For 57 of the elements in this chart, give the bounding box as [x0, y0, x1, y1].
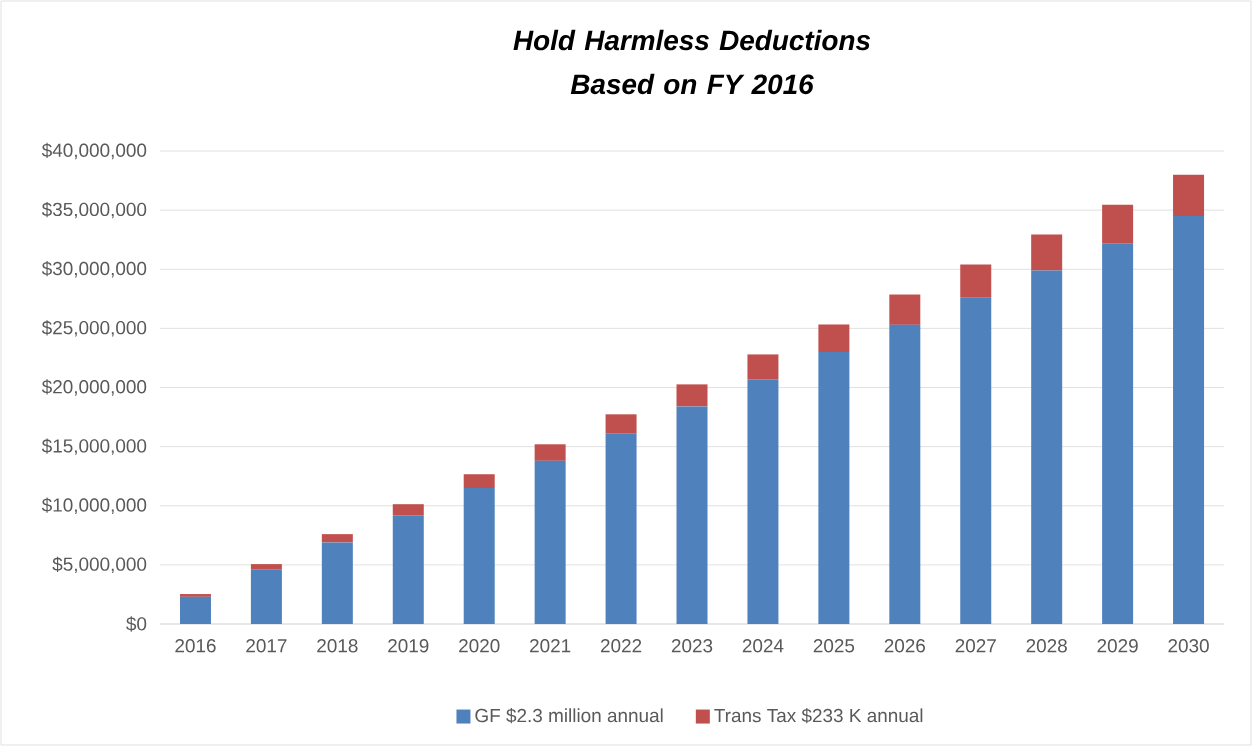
bar — [534, 444, 566, 461]
bar — [1173, 216, 1205, 624]
y-tick-label: $25,000,000 — [41, 320, 147, 337]
bar — [889, 294, 921, 325]
bar — [392, 504, 424, 516]
bar — [321, 534, 353, 543]
bar — [889, 324, 921, 624]
bar — [463, 488, 495, 624]
x-tick-label: 2019 — [388, 639, 429, 653]
bar — [747, 379, 779, 624]
bar — [463, 474, 495, 489]
bar — [179, 596, 211, 624]
x-tick-label: 2028 — [1026, 639, 1067, 653]
bar — [392, 515, 424, 624]
bar — [1102, 243, 1134, 624]
x-tick-label: 2016 — [175, 639, 216, 653]
x-tick-label: 2020 — [459, 639, 500, 653]
x-tick-label: 2025 — [813, 639, 855, 653]
x-tick-label: 2017 — [246, 639, 287, 653]
x-tick-label: 2018 — [317, 639, 358, 653]
bar — [605, 433, 637, 624]
x-tick-label: 2026 — [884, 639, 926, 653]
y-tick-label: $30,000,000 — [41, 261, 147, 278]
bar — [1031, 234, 1063, 271]
y-tick-label: $5,000,000 — [52, 556, 147, 574]
bar — [818, 352, 850, 624]
bar — [960, 297, 992, 624]
bar — [321, 542, 353, 624]
bar — [1102, 204, 1134, 244]
legend-label: GF $2.3 million annual — [475, 708, 663, 724]
bar — [1173, 174, 1205, 217]
bar — [179, 594, 211, 597]
bar — [818, 324, 850, 353]
x-tick-label: 2030 — [1168, 639, 1209, 653]
y-tick-label: $20,000,000 — [41, 379, 147, 396]
legend-label: Trans Tax $233 K annual — [714, 708, 923, 724]
x-tick-label: 2029 — [1097, 639, 1138, 653]
chart-title: Hold Harmless Deductions Based on FY 2016 — [513, 29, 871, 95]
bar — [676, 406, 708, 624]
x-tick-label: 2027 — [955, 639, 996, 653]
bar — [1031, 270, 1063, 624]
y-tick-label: $40,000,000 — [41, 142, 147, 160]
y-tick-label: $15,000,000 — [41, 438, 147, 455]
y-tick-label: $35,000,000 — [41, 201, 147, 219]
bar — [534, 460, 566, 624]
x-tick-label: 2023 — [671, 639, 713, 653]
bar — [250, 569, 282, 624]
bar — [250, 564, 282, 570]
x-tick-label: 2022 — [600, 639, 642, 653]
x-tick-label: 2021 — [530, 639, 571, 653]
bar — [605, 414, 637, 434]
y-tick-label: $0 — [126, 616, 147, 632]
x-tick-label: 2024 — [742, 639, 784, 653]
y-tick-label: $10,000,000 — [41, 497, 147, 514]
bar — [747, 354, 779, 380]
bar — [676, 384, 708, 407]
bar — [960, 264, 992, 298]
